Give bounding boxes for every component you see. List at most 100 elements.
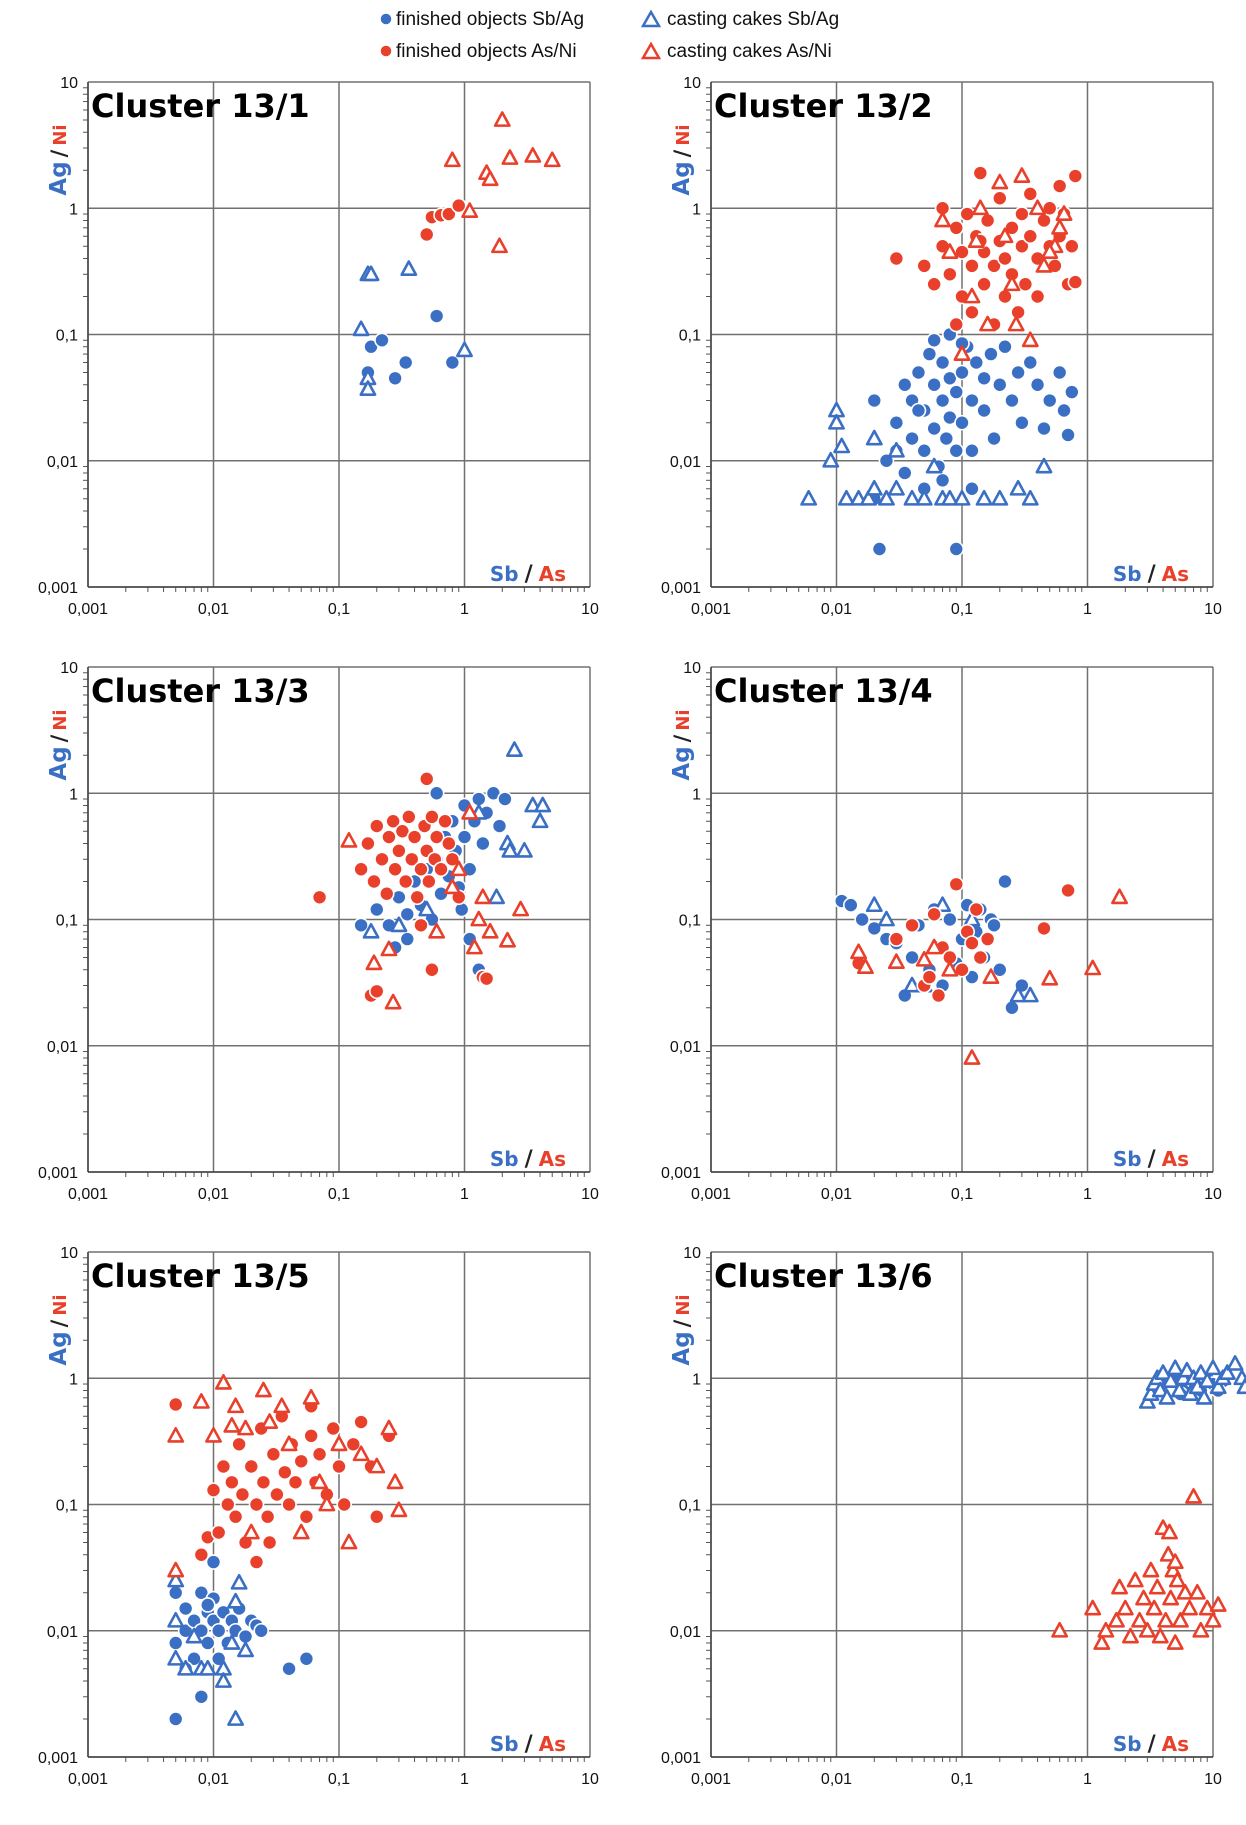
data-point-circle (269, 1486, 285, 1503)
chart-title: Cluster 13/2 (714, 87, 933, 125)
data-point-triangle (318, 1495, 336, 1512)
data-point-triangle (237, 1641, 254, 1658)
data-point-triangle (450, 860, 468, 877)
data-point-circle (888, 931, 905, 947)
data-point-triangle (1041, 969, 1059, 986)
chart-svg: 0,001 0,001 0,01 0,01 0,1 0,1 1 1 10 10 Ag / Ni Clust… (661, 75, 1222, 618)
data-point-triangle (230, 1573, 248, 1590)
data-point-circle (418, 771, 435, 787)
data-point-circle (421, 873, 437, 890)
x-axis-label-as: As (1162, 1147, 1189, 1171)
data-point-circle (972, 165, 989, 181)
data-point-circle (948, 541, 965, 557)
data-point-triangle (227, 1592, 245, 1609)
data-point-circle (368, 983, 385, 1000)
data-points (833, 873, 1128, 1065)
y-tick-label: 10 (683, 75, 701, 92)
data-point-triangle (1084, 1599, 1102, 1616)
data-point-triangle (1055, 205, 1073, 221)
data-point-circle (976, 276, 992, 293)
data-point-triangle (1029, 199, 1046, 216)
data-point-triangle (223, 1417, 241, 1433)
data-point-circle (964, 480, 980, 497)
data-point-circle (478, 970, 495, 987)
chart-title: Cluster 13/3 (91, 672, 310, 710)
data-point-circle (1010, 304, 1026, 321)
data-point-triangle (1154, 1364, 1172, 1380)
data-point-circle (1064, 384, 1080, 400)
data-point-triangle (177, 1659, 195, 1676)
data-point-triangle (963, 910, 981, 927)
data-point-triangle (953, 345, 971, 361)
y-tick-label: 0,1 (679, 913, 701, 930)
data-point-triangle (887, 479, 905, 496)
data-point-circle (219, 1496, 236, 1513)
x-tick-label: 10 (1204, 601, 1222, 618)
data-point-circle (1004, 392, 1020, 409)
data-point-circle (298, 1508, 315, 1525)
data-point-circle (353, 861, 369, 878)
data-point-triangle (362, 265, 380, 282)
x-axis-label-sb: Sb (490, 1147, 519, 1171)
y-tick-label: 10 (683, 1245, 701, 1262)
data-point-circle (368, 818, 385, 834)
data-point-triangle (1021, 331, 1039, 348)
legend: finished objects Sb/Ag casting cakes Sb/… (379, 9, 839, 62)
data-point-circle (1056, 402, 1072, 419)
data-point-triangle (1162, 1372, 1180, 1388)
x-axis-label: Sb / As (490, 1147, 566, 1172)
data-point-circle (399, 906, 416, 923)
legend-marker-red-triangle (640, 41, 662, 60)
data-point-triangle (887, 953, 905, 970)
data-point-triangle (352, 320, 370, 337)
x-tick-label: 1 (1083, 601, 1092, 618)
data-point-circle (265, 1446, 282, 1463)
data-point-triangle (302, 1389, 320, 1405)
data-point-circle (261, 1534, 278, 1551)
data-point-circle (331, 1458, 347, 1475)
data-point-circle (413, 861, 429, 878)
x-axis-label-sep: / (1148, 562, 1157, 587)
data-point-triangle (380, 940, 398, 957)
data-points (167, 1374, 408, 1727)
data-point-triangle (953, 489, 971, 506)
data-point-triangle (1013, 167, 1031, 183)
data-point-circle (896, 376, 913, 393)
data-point-circle (287, 1474, 304, 1491)
data-point-triangle (1166, 1634, 1184, 1650)
legend-marker-blue-circle (379, 12, 393, 26)
y-axis-label-ni: Ni (673, 124, 694, 145)
data-point-triangle (982, 968, 1000, 984)
data-point-circle (491, 818, 508, 834)
y-tick-label: 10 (60, 660, 78, 677)
y-axis-label-sep: / (47, 149, 71, 157)
data-point-triangle (903, 489, 921, 506)
data-point-circle (948, 316, 965, 333)
legend-label: casting cakes Sb/Ag (667, 9, 839, 30)
data-point-triangle (967, 232, 985, 248)
data-point-triangle (340, 832, 358, 848)
x-tick-label: 0,01 (198, 1771, 229, 1788)
data-point-circle (1060, 427, 1076, 443)
y-axis-label-sep: / (670, 734, 694, 742)
x-tick-label: 1 (460, 1771, 469, 1788)
data-point-triangle (474, 888, 492, 905)
x-tick-label: 0,001 (68, 1186, 108, 1203)
data-point-triangle (1035, 457, 1053, 474)
data-point-triangle (1009, 479, 1027, 496)
y-tick-label: 1 (692, 201, 701, 218)
data-point-circle (205, 1554, 222, 1570)
y-axis-label-ni: Ni (50, 709, 71, 730)
data-point-triangle (237, 1419, 254, 1436)
legend-entry-finished-sb-ag: finished objects Sb/Ag (379, 9, 584, 30)
data-point-circle (910, 364, 927, 381)
data-point-circle (193, 1546, 210, 1563)
x-axis-label: Sb / As (490, 1732, 566, 1757)
data-point-triangle (311, 1473, 328, 1490)
data-point-circle (428, 308, 445, 324)
data-point-triangle (1166, 1359, 1184, 1376)
x-tick-label: 10 (581, 601, 599, 618)
chart-panel-13-1: 0,001 0,001 0,01 0,01 0,1 0,1 1 1 10 10 Ag / Ni Clust… (0, 70, 623, 655)
x-tick-label: 0,001 (691, 1186, 731, 1203)
data-point-circle (248, 1496, 265, 1513)
